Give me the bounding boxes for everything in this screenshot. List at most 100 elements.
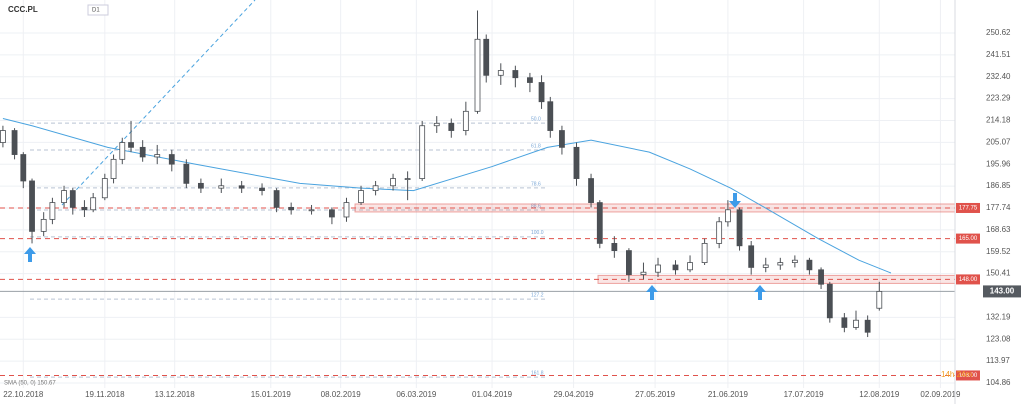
y-tick-label: 113.97 — [986, 356, 1010, 365]
candle-body — [238, 185, 245, 189]
x-tick-label: 06.03.2019 — [396, 390, 437, 399]
candle-body — [69, 190, 76, 208]
candle-body — [672, 264, 679, 271]
candle-body — [474, 38, 481, 112]
candle-body — [527, 77, 533, 83]
candle-body — [218, 185, 225, 189]
candle-body — [101, 178, 108, 199]
candle-body — [61, 190, 67, 203]
moving-average — [2, 118, 892, 274]
candle-body — [29, 180, 35, 232]
level-label: 148.00 — [959, 277, 978, 283]
level-label: 165.00 — [959, 236, 978, 242]
fib-label: 78.6 — [531, 181, 541, 187]
x-tick-label: 21.06.2019 — [708, 390, 749, 399]
candle-body — [791, 259, 798, 264]
candle-body — [404, 178, 411, 180]
y-tick-label: 159.52 — [986, 247, 1011, 256]
candle-body — [701, 242, 708, 264]
trend-line — [61, 0, 256, 206]
candle-body — [826, 283, 833, 319]
candle-body — [596, 202, 603, 244]
candle-body — [11, 130, 18, 155]
level-box — [956, 274, 980, 285]
candle-body — [329, 209, 335, 218]
candle-body — [687, 262, 693, 271]
candle-body — [0, 130, 6, 143]
timeframe-box — [87, 4, 109, 16]
x-tick-label: 01.04.2019 — [472, 390, 513, 399]
candle-body — [724, 209, 731, 223]
x-tick-label: 19.11.2018 — [85, 390, 125, 399]
y-tick-label: 123.08 — [986, 334, 1011, 343]
level-box — [956, 233, 980, 244]
candle-body — [611, 242, 618, 251]
level-box — [956, 370, 980, 381]
candle-body — [640, 271, 647, 276]
candle-body — [512, 70, 519, 79]
candle-body — [308, 209, 315, 212]
y-tick-label: 241.51 — [986, 50, 1011, 59]
candle-body — [40, 218, 47, 232]
level-box — [956, 202, 980, 213]
candle-body — [119, 142, 126, 160]
candle-body — [559, 130, 565, 148]
candle-body — [736, 209, 743, 247]
candle-body — [547, 101, 554, 131]
candle-body — [853, 319, 859, 328]
fib-label: 161.8 — [531, 370, 544, 376]
candle-body — [183, 163, 190, 184]
fib-label: 88.6 — [531, 203, 541, 209]
candle-body — [626, 250, 632, 276]
x-tick-label: 02.09.2019 — [920, 390, 961, 399]
arrow-up — [646, 285, 658, 300]
signal-arrows — [24, 193, 766, 300]
timeframe: D1 — [92, 8, 100, 14]
x-tick-label: 17.07.2019 — [784, 390, 825, 399]
fib-label: 127.2 — [531, 292, 544, 298]
y-tick-label: 223.29 — [986, 94, 1011, 103]
arrow-up — [754, 285, 766, 300]
chart-title: CCC.PL — [8, 5, 38, 14]
fib-label: 61.8 — [531, 143, 541, 149]
candle-body — [748, 245, 755, 268]
candle-body — [90, 197, 97, 211]
fib-label: 50.0 — [531, 116, 541, 122]
y-tick-label: 168.63 — [986, 225, 1011, 234]
x-tick-label: 15.01.2019 — [251, 390, 292, 399]
y-tick-label: 205.07 — [986, 137, 1011, 146]
y-tick-label: 132.19 — [986, 312, 1011, 321]
arrow-up — [24, 247, 36, 262]
candle-body — [716, 221, 723, 244]
x-tick-label: 27.05.2019 — [635, 390, 676, 399]
candles — [0, 10, 892, 338]
y-tick-label: 232.40 — [986, 72, 1011, 81]
candle-body — [259, 187, 265, 191]
candle-body — [497, 70, 504, 76]
axes: 250.62 241.51 232.40 223.29 214.18 205.07 195.… — [3, 0, 1021, 404]
x-tick-label: 12.08.2019 — [859, 390, 900, 399]
candle-body — [818, 269, 824, 285]
candle-body — [343, 202, 350, 218]
candle-body — [20, 154, 27, 182]
candle-body — [273, 190, 280, 208]
candle-body — [448, 122, 455, 131]
fib-label: 100.0 — [531, 230, 544, 236]
candle-body — [806, 259, 813, 271]
arrow-down — [729, 193, 741, 208]
candle-body — [49, 202, 56, 220]
y-tick-label: 250.62 — [986, 28, 1011, 37]
candle-body — [538, 82, 545, 103]
y-tick-label: 150.41 — [986, 269, 1011, 278]
candle-body — [777, 262, 784, 266]
x-tick-label: 08.02.2019 — [321, 390, 362, 399]
candle-body — [864, 319, 871, 333]
x-tick-label: 13.12.2018 — [155, 390, 196, 399]
candle-body — [390, 178, 396, 187]
candle-body — [372, 185, 379, 191]
y-tick-label: 195.96 — [986, 159, 1011, 168]
candle-body — [139, 146, 146, 158]
last-price-box — [983, 285, 1021, 298]
candle-body — [288, 206, 295, 211]
